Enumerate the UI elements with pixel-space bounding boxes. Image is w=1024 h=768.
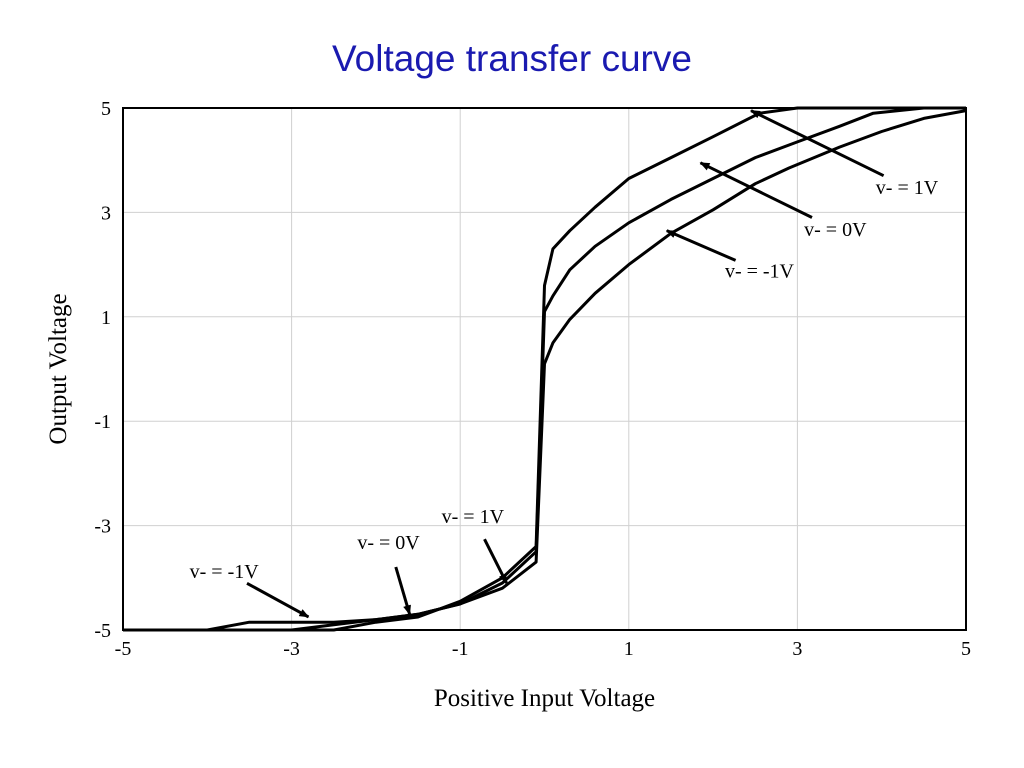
x-tick-label: 5	[961, 638, 971, 660]
annotation-arrow	[394, 566, 412, 616]
annotations: v- = 1V v- = 0V v- = -1V v- = 1V v- = 0V v- =…	[190, 109, 939, 619]
plot-frame	[122, 107, 967, 631]
x-tick-label: -5	[115, 638, 132, 660]
y-tick-label: -3	[94, 516, 111, 538]
y-tick-label: 5	[101, 98, 111, 120]
annotation-arrow	[246, 581, 310, 619]
annotation-arrow	[483, 538, 508, 584]
grid	[123, 108, 966, 630]
annotation-arrow	[750, 109, 885, 178]
y-tick-label: 3	[101, 202, 111, 224]
series-lines	[123, 106, 967, 632]
series-line-2	[123, 106, 966, 632]
y-tick-labels: -5 -3 -1 1 3 5	[94, 98, 111, 642]
x-tick-label: 1	[624, 638, 634, 660]
x-axis-label: Positive Input Voltage	[434, 685, 655, 712]
annotation-label: v- = -1V	[190, 561, 260, 583]
annotation-label: v- = 0V	[357, 532, 420, 554]
annotation-label: v- = 1V	[876, 177, 939, 199]
annotation-arrow	[665, 229, 737, 262]
y-axis-label: Output Voltage	[45, 293, 72, 444]
y-tick-label: 1	[101, 307, 111, 329]
series-line-1	[123, 109, 967, 632]
x-tick-label: 3	[792, 638, 802, 660]
y-tick-label: -5	[94, 620, 111, 642]
y-tick-label: -1	[94, 411, 111, 433]
slide-title: Voltage transfer curve	[332, 38, 692, 79]
series-line-3	[123, 106, 966, 632]
annotation-label: v- = 1V	[442, 506, 505, 528]
x-tick-labels: -5 -3 -1 1 3 5	[115, 638, 971, 660]
x-tick-label: -1	[452, 638, 469, 660]
x-tick-label: -3	[283, 638, 300, 660]
annotation-arrow	[699, 161, 813, 219]
annotation-label: v- = 0V	[804, 219, 867, 241]
annotation-label: v- = -1V	[725, 261, 795, 283]
